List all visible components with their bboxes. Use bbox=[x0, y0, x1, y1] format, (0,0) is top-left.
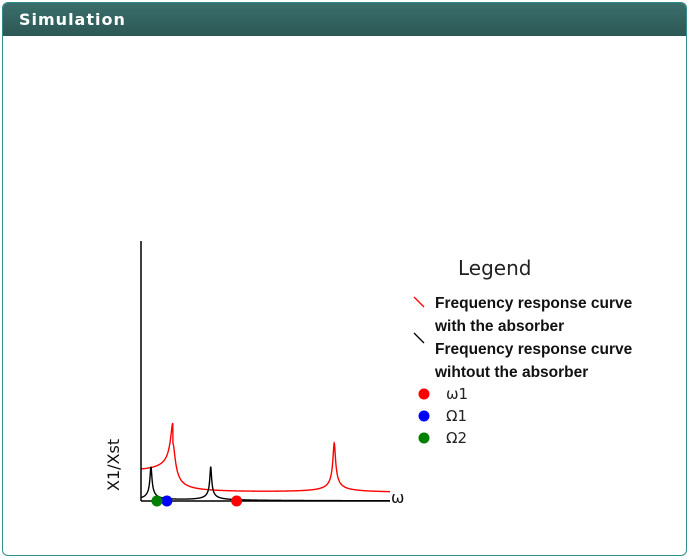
legend-line2-text2: wihtout the absorber bbox=[434, 364, 588, 381]
points-layer bbox=[151, 495, 243, 507]
series-curve-0 bbox=[140, 422, 390, 493]
legend-omega1-label: ω1 bbox=[446, 385, 468, 403]
panel-header: Simulation bbox=[3, 3, 686, 36]
legend-Omega2-marker bbox=[418, 432, 430, 444]
legend-Omega2-label: Ω2 bbox=[446, 429, 467, 447]
legend-Omega1-label: Ω1 bbox=[446, 407, 467, 425]
point-1 bbox=[161, 495, 173, 507]
curves-layer bbox=[140, 422, 390, 502]
point-0 bbox=[231, 495, 243, 507]
legend-red-line-symbol bbox=[413, 296, 425, 308]
series-curve-1 bbox=[140, 466, 390, 502]
legend-line1-text2: with the absorber bbox=[434, 318, 564, 335]
x-axis-label: ω bbox=[391, 488, 404, 507]
legend-black-line-symbol bbox=[413, 332, 425, 344]
legend: Legend Frequency response curve with the… bbox=[413, 256, 633, 447]
legend-title: Legend bbox=[458, 256, 531, 280]
legend-line2-text1: Frequency response curve bbox=[435, 341, 633, 358]
y-axis-label: X1/Xst bbox=[104, 439, 123, 491]
legend-Omega1-marker bbox=[418, 410, 430, 422]
legend-line1-text1: Frequency response curve bbox=[435, 295, 633, 312]
point-2 bbox=[151, 495, 163, 507]
legend-omega1-marker bbox=[418, 388, 430, 400]
panel-title: Simulation bbox=[19, 10, 126, 29]
